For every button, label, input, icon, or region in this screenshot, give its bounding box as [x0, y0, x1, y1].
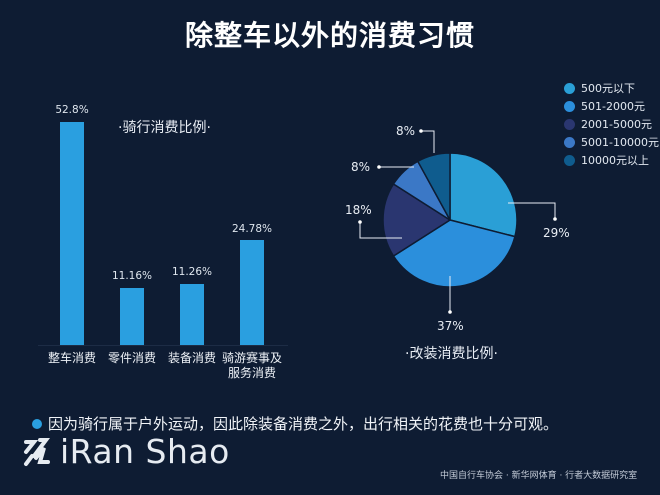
- bullet-icon: [32, 418, 42, 429]
- data-source: 中国自行车协会 · 新华网体育 · 行者大数据研究室: [440, 471, 638, 481]
- legend-item: 2001-5000元: [564, 115, 659, 133]
- legend-item: 5001-10000元: [564, 133, 659, 151]
- pie-label-500-below: 29%: [543, 226, 570, 240]
- category-label-line2: 服务消费: [227, 366, 276, 380]
- pie-label-10000-above: 8%: [396, 124, 416, 138]
- page-title: 除整车以外的消费习惯: [184, 19, 475, 52]
- category-label: 装备消费: [167, 351, 216, 365]
- category-label: 骑游赛事及 服务消费: [217, 351, 287, 381]
- legend-dot-icon: [564, 100, 575, 112]
- category-label-line1: 骑游赛事及: [221, 351, 282, 365]
- legend-dot-icon: [564, 118, 575, 130]
- runner-logo-icon: [24, 437, 50, 466]
- pie-chart-title: ·改装消费比例·: [405, 346, 498, 362]
- pie-legend: 500元以下 501-2000元 2001-5000元 5001-10000元 …: [564, 79, 659, 169]
- pie-svg: [358, 129, 557, 314]
- logo-text: iRan Shao: [60, 432, 230, 471]
- category-label: 整车消费: [47, 351, 96, 365]
- footnote: 因为骑行属于户外运动，因此除装备消费之外，出行相关的花费也十分可观。: [32, 413, 558, 434]
- pie-slice-500-below: [449, 152, 518, 238]
- legend-label: 500元以下: [581, 82, 635, 95]
- legend-dot-icon: [564, 136, 575, 148]
- footnote-text: 因为骑行属于户外运动，因此除装备消费之外，出行相关的花费也十分可观。: [48, 415, 559, 433]
- legend-item: 500元以下: [564, 79, 659, 97]
- pie-label-2001-5000: 18%: [345, 203, 372, 217]
- bar-events-services: [240, 240, 264, 345]
- bar-chart-title: ·骑行消费比例·: [118, 120, 211, 136]
- legend-item: 501-2000元: [564, 97, 659, 115]
- bar-value-label: 11.26%: [171, 266, 213, 278]
- legend-label: 501-2000元: [581, 100, 645, 113]
- pie-label-5001-10000: 8%: [351, 160, 371, 174]
- legend-dot-icon: [564, 154, 575, 166]
- bar-value-label: 11.16%: [111, 270, 153, 282]
- pie-label-501-2000: 37%: [437, 319, 464, 333]
- bar-value-label: 52.8%: [55, 104, 89, 116]
- bar-whole-bike: [60, 122, 84, 345]
- category-label: 零件消费: [107, 351, 156, 365]
- x-axis-line: [38, 345, 288, 346]
- legend-label: 5001-10000元: [581, 136, 659, 149]
- legend-item: 10000元以上: [564, 151, 659, 169]
- legend-label: 2001-5000元: [581, 118, 652, 131]
- brand-logo: iRan Shao: [22, 432, 230, 471]
- legend-dot-icon: [564, 82, 575, 94]
- legend-label: 10000元以上: [581, 154, 649, 167]
- bar-value-label: 24.78%: [231, 223, 273, 235]
- bar-equipment: [180, 284, 204, 345]
- bar-parts: [120, 288, 144, 345]
- pie-slice-10000-above: [416, 152, 451, 221]
